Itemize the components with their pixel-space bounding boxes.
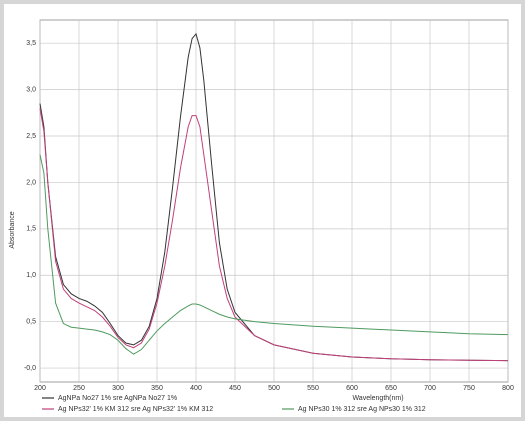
x-tick-label: 500 [268,385,280,392]
x-tick-label: 600 [346,385,358,392]
y-tick-label: 2,5 [26,133,36,140]
x-tick-label: 300 [112,385,124,392]
x-axis-label: Wavelength(nm) [352,395,403,402]
y-tick-label: 1,0 [26,272,36,279]
y-tick-label: 3,0 [26,86,36,93]
x-tick-label: 450 [229,385,241,392]
legend-label: Ag NPs32' 1% KM 312 sre Ag NPs32' 1% KM … [58,406,213,413]
x-tick-label: 400 [190,385,202,392]
x-tick-label: 250 [73,385,85,392]
x-tick-label: 700 [424,385,436,392]
x-tick-label: 650 [385,385,397,392]
y-tick-label: 0,5 [26,319,36,326]
x-tick-label: 350 [151,385,163,392]
y-tick-label: 3,5 [26,40,36,47]
x-tick-label: 750 [463,385,475,392]
y-tick-label: 2,0 [26,179,36,186]
series-line [39,108,509,362]
x-tick-label: 200 [34,385,46,392]
legend-label: AgNPa No27 1% sre AgNPa No27 1% [58,395,177,402]
y-tick-label: 1,5 [26,226,36,233]
x-tick-label: 800 [502,385,514,392]
legend-label: Ag NPs30 1% 312 sre Ag NPs30 1% 312 [298,406,426,413]
x-tick-label: 550 [307,385,319,392]
y-tick-label: -0,0 [24,365,36,372]
series-line [39,154,509,355]
y-axis-label: Absorbance [9,211,16,248]
